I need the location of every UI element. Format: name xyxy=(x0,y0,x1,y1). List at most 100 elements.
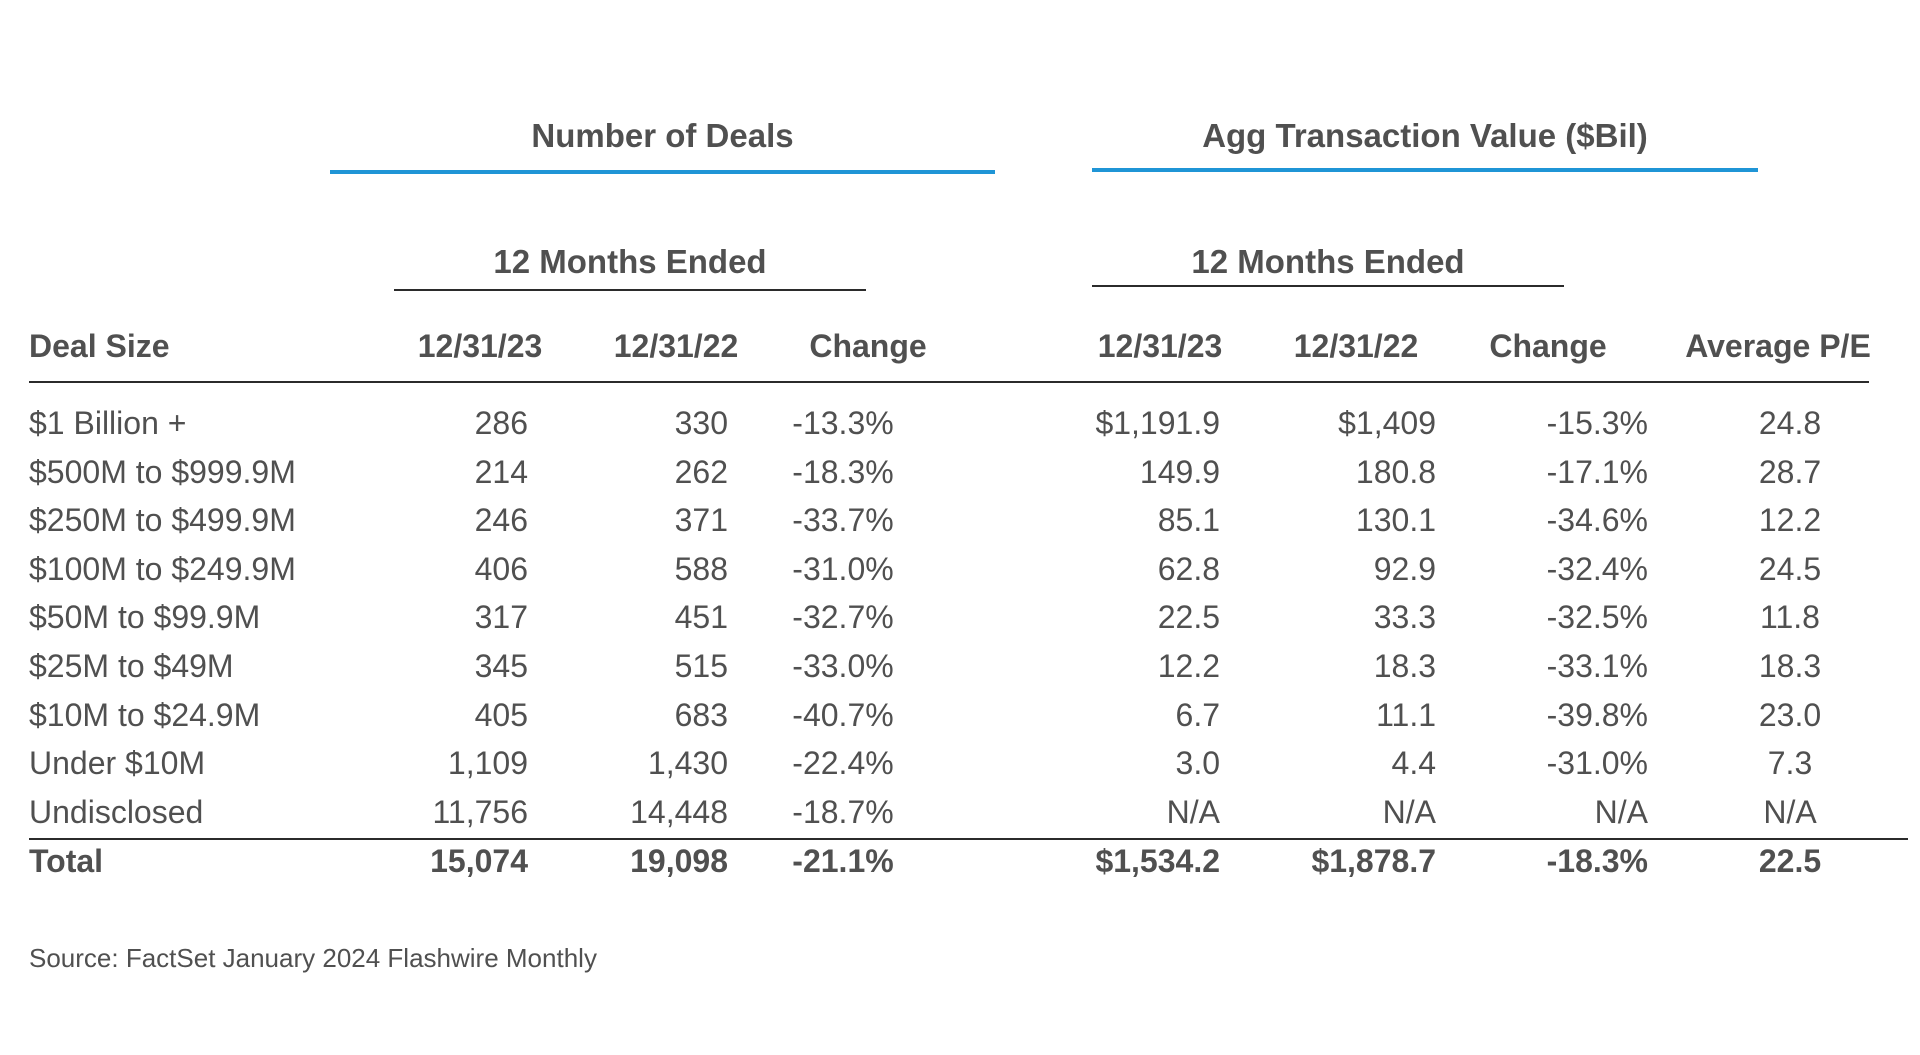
table-cell: -33.7% xyxy=(792,502,894,538)
table-cell: -18.3% xyxy=(792,454,894,490)
table-cell: 23.0 xyxy=(1758,697,1822,733)
row-label: $100M to $249.9M xyxy=(29,551,296,587)
row-label: $500M to $999.9M xyxy=(29,454,296,490)
table-cell: 12.2 xyxy=(1758,502,1822,538)
table-cell: N/A xyxy=(1382,794,1436,830)
number-of-deals-rule xyxy=(330,170,995,174)
column-header: Change xyxy=(1489,328,1607,364)
header-rule xyxy=(29,381,1869,383)
table-cell: -40.7% xyxy=(792,697,894,733)
total-label: Total xyxy=(29,843,104,879)
total-cell: -21.1% xyxy=(792,843,894,879)
table-cell: 7.3 xyxy=(1767,745,1813,781)
column-header: Change xyxy=(809,328,927,364)
table-cell: 588 xyxy=(674,551,728,587)
table-cell: 22.5 xyxy=(1157,599,1220,635)
row-label: $25M to $49M xyxy=(29,648,234,684)
column-header: 12/31/23 xyxy=(1097,328,1223,364)
total-cell: $1,878.7 xyxy=(1311,843,1436,879)
table-cell: -34.6% xyxy=(1546,502,1648,538)
row-label: Undisclosed xyxy=(29,794,204,830)
source-note: Source: FactSet January 2024 Flashwire M… xyxy=(29,943,597,973)
table-cell: 515 xyxy=(674,648,728,684)
deals-months-ended-header: 12 Months Ended xyxy=(493,243,767,280)
table-cell: 451 xyxy=(674,599,728,635)
table-cell: -32.7% xyxy=(792,599,894,635)
column-header: Average P/E xyxy=(1685,328,1871,364)
deals-months-ended-rule xyxy=(394,289,866,291)
row-label: $1 Billion + xyxy=(29,405,187,441)
table-cell: 24.8 xyxy=(1758,405,1822,441)
total-cell: 22.5 xyxy=(1758,843,1822,879)
table-cell: 12.2 xyxy=(1157,648,1220,684)
total-cell: -18.3% xyxy=(1546,843,1648,879)
table-cell: N/A xyxy=(1763,794,1817,830)
table-cell: 406 xyxy=(474,551,528,587)
table-cell: 18.3 xyxy=(1373,648,1436,684)
agg-transaction-value-rule xyxy=(1092,168,1758,172)
table-cell: -15.3% xyxy=(1546,405,1648,441)
total-cell: $1,534.2 xyxy=(1095,843,1220,879)
column-header: 12/31/23 xyxy=(417,328,543,364)
table-cell: -33.0% xyxy=(792,648,894,684)
table-cell: 214 xyxy=(474,454,528,490)
table-cell: 4.4 xyxy=(1391,745,1436,781)
table-cell: -33.1% xyxy=(1546,648,1648,684)
table-cell: -13.3% xyxy=(792,405,894,441)
table-cell: 262 xyxy=(674,454,728,490)
table-cell: 405 xyxy=(474,697,528,733)
value-months-ended-header: 12 Months Ended xyxy=(1191,243,1465,280)
table-cell: 92.9 xyxy=(1373,551,1436,587)
row-label: $50M to $99.9M xyxy=(29,599,261,635)
table-cell: 180.8 xyxy=(1355,454,1436,490)
number-of-deals-header: Number of Deals xyxy=(531,117,794,154)
table-cell: 317 xyxy=(474,599,528,635)
table-cell: 62.8 xyxy=(1157,551,1220,587)
total-rule-left xyxy=(29,838,965,840)
table-cell: 246 xyxy=(474,502,528,538)
table-cell: -32.5% xyxy=(1546,599,1648,635)
table-cell: 14,448 xyxy=(630,794,728,830)
table-cell: 1,109 xyxy=(447,745,528,781)
table-cell: 85.1 xyxy=(1157,502,1220,538)
table-cell: -31.0% xyxy=(792,551,894,587)
total-rule-right xyxy=(962,838,1908,840)
row-label: Under $10M xyxy=(29,745,206,781)
table-cell: -17.1% xyxy=(1546,454,1648,490)
table-cell: 18.3 xyxy=(1758,648,1822,684)
column-header: 12/31/22 xyxy=(613,328,739,364)
table-cell: 11.8 xyxy=(1760,599,1820,635)
table-cell: 345 xyxy=(474,648,528,684)
table-cell: N/A xyxy=(1594,794,1648,830)
table-cell: 1,430 xyxy=(647,745,728,781)
table-cell: 130.1 xyxy=(1355,502,1436,538)
agg-transaction-value-header: Agg Transaction Value ($Bil) xyxy=(1202,117,1648,154)
table-cell: 330 xyxy=(674,405,728,441)
table-cell: 371 xyxy=(674,502,728,538)
table-cell: 3.0 xyxy=(1175,745,1220,781)
table-cell: 149.9 xyxy=(1139,454,1220,490)
table-cell: 683 xyxy=(674,697,728,733)
table-cell: 33.3 xyxy=(1373,599,1436,635)
table-cell: -18.7% xyxy=(792,794,894,830)
column-header: Deal Size xyxy=(29,328,170,364)
table-cell: $1,409 xyxy=(1338,405,1436,441)
table-cell: 28.7 xyxy=(1758,454,1822,490)
table-cell: -22.4% xyxy=(792,745,894,781)
table-cell: -39.8% xyxy=(1546,697,1648,733)
table-cell: 11,756 xyxy=(432,794,529,830)
table-cell: N/A xyxy=(1166,794,1220,830)
table-cell: -31.0% xyxy=(1546,745,1648,781)
table-cell: 286 xyxy=(474,405,528,441)
table-cell: -32.4% xyxy=(1546,551,1648,587)
value-months-ended-rule xyxy=(1092,285,1564,287)
table-cell: $1,191.9 xyxy=(1095,405,1220,441)
table-cell: 24.5 xyxy=(1758,551,1822,587)
total-cell: 19,098 xyxy=(630,843,728,879)
row-label: $250M to $499.9M xyxy=(29,502,296,538)
column-header: 12/31/22 xyxy=(1293,328,1419,364)
table-cell: 11.1 xyxy=(1376,697,1436,733)
table-cell: 6.7 xyxy=(1175,697,1220,733)
row-label: $10M to $24.9M xyxy=(29,697,261,733)
